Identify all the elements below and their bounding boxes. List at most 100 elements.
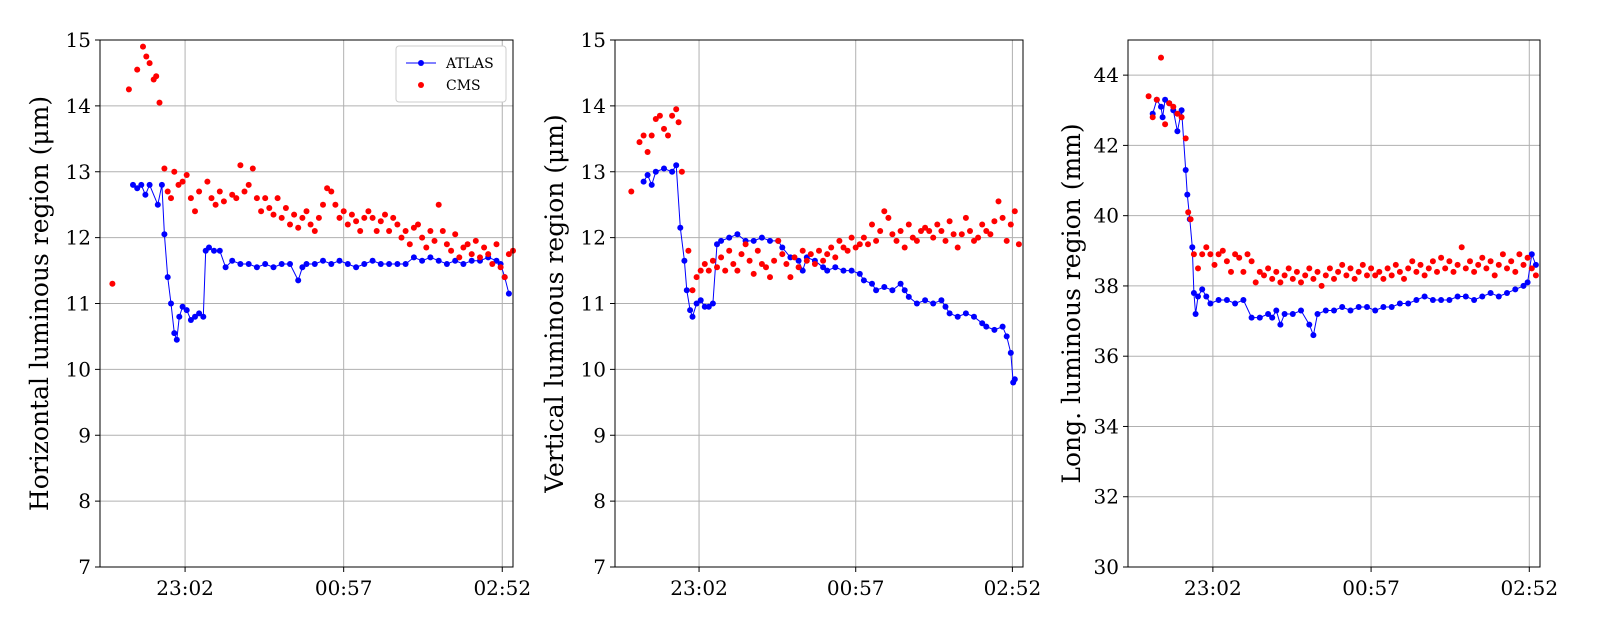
data-point-cms bbox=[1479, 254, 1486, 261]
data-point-atlas bbox=[386, 261, 393, 267]
data-point-cms bbox=[926, 228, 933, 234]
data-point-cms bbox=[1438, 254, 1445, 261]
data-point-cms bbox=[125, 86, 132, 93]
data-point-atlas bbox=[168, 300, 174, 307]
data-point-cms bbox=[1524, 254, 1531, 261]
data-point-cms bbox=[1388, 272, 1395, 279]
data-point-atlas bbox=[905, 293, 912, 300]
data-point-cms bbox=[1170, 103, 1177, 110]
data-point-cms bbox=[918, 228, 924, 234]
data-point-cms bbox=[1471, 268, 1478, 275]
data-point-atlas bbox=[1388, 304, 1395, 310]
data-point-atlas bbox=[705, 303, 712, 310]
data-point-atlas bbox=[142, 191, 149, 198]
data-point-atlas bbox=[979, 320, 986, 327]
plot-frame bbox=[1127, 39, 1541, 568]
data-point-cms bbox=[934, 221, 941, 228]
data-point-atlas bbox=[971, 313, 977, 320]
data-point-atlas bbox=[1240, 297, 1247, 303]
data-point-atlas bbox=[336, 257, 343, 264]
data-point-cms bbox=[493, 241, 500, 248]
data-point-cms bbox=[1446, 258, 1453, 265]
data-point-atlas bbox=[262, 261, 269, 267]
y-tick-label: 9 bbox=[78, 423, 91, 447]
data-point-atlas bbox=[848, 267, 855, 274]
data-point-cms bbox=[1417, 261, 1424, 268]
data-point-cms bbox=[196, 188, 203, 195]
data-point-cms bbox=[1401, 275, 1407, 282]
data-point-atlas bbox=[287, 261, 293, 267]
data-point-atlas bbox=[1471, 297, 1478, 303]
data-point-atlas bbox=[1277, 321, 1284, 328]
data-point-cms bbox=[237, 162, 244, 169]
data-point-cms bbox=[1396, 268, 1403, 275]
data-point-atlas bbox=[187, 317, 194, 323]
data-point-atlas bbox=[435, 257, 442, 264]
data-point-atlas bbox=[881, 284, 888, 290]
data-point-cms bbox=[824, 251, 831, 258]
data-point-cms bbox=[233, 195, 240, 202]
x-tick-label: 23:02 bbox=[156, 576, 214, 600]
data-point-atlas bbox=[1372, 307, 1379, 314]
data-point-cms bbox=[669, 112, 676, 119]
data-point-cms bbox=[262, 195, 269, 202]
data-point-cms bbox=[373, 228, 380, 234]
data-point-cms bbox=[889, 231, 896, 238]
data-point-atlas bbox=[962, 310, 969, 317]
data-point-cms bbox=[282, 205, 289, 211]
data-point-cms bbox=[1483, 265, 1490, 272]
data-point-cms bbox=[1211, 261, 1218, 268]
data-point-atlas bbox=[1479, 293, 1486, 300]
data-point-cms bbox=[369, 214, 376, 221]
data-point-cms bbox=[468, 251, 475, 258]
data-point-cms bbox=[975, 234, 982, 241]
data-point-cms bbox=[1532, 272, 1539, 279]
data-point-atlas bbox=[779, 244, 786, 251]
y-axis-label: Long. luminous region (mm) bbox=[1057, 123, 1086, 483]
data-point-cms bbox=[365, 208, 372, 215]
data-point-cms bbox=[266, 205, 273, 211]
data-point-cms bbox=[241, 188, 248, 195]
data-point-atlas bbox=[1265, 311, 1272, 317]
data-point-cms bbox=[758, 261, 765, 267]
data-point-cms bbox=[763, 264, 769, 271]
data-point-atlas bbox=[983, 323, 990, 330]
data-point-atlas bbox=[1223, 297, 1230, 303]
data-point-atlas bbox=[419, 257, 426, 264]
data-point-atlas bbox=[1347, 307, 1354, 314]
data-point-atlas bbox=[1512, 286, 1519, 293]
data-point-atlas bbox=[130, 181, 136, 188]
data-point-cms bbox=[1376, 268, 1383, 275]
data-point-cms bbox=[644, 149, 651, 155]
data-point-atlas bbox=[693, 300, 700, 307]
data-point-cms bbox=[394, 221, 401, 228]
data-point-cms bbox=[501, 274, 508, 281]
data-point-cms bbox=[840, 244, 847, 251]
data-point-cms bbox=[382, 211, 388, 218]
data-point-atlas bbox=[493, 257, 500, 264]
data-point-cms bbox=[164, 188, 171, 195]
data-point-cms bbox=[332, 201, 339, 208]
data-point-atlas bbox=[1159, 114, 1166, 121]
data-point-cms bbox=[406, 241, 413, 248]
data-point-cms bbox=[1504, 265, 1510, 272]
data-point-atlas bbox=[677, 224, 684, 231]
data-point-cms bbox=[303, 208, 310, 215]
data-point-cms bbox=[146, 60, 153, 67]
data-point-cms bbox=[905, 221, 912, 228]
data-point-cms bbox=[390, 214, 397, 221]
data-point-cms bbox=[1015, 241, 1022, 248]
y-tick-label: 38 bbox=[1094, 274, 1119, 298]
data-point-cms bbox=[1528, 265, 1535, 272]
y-tick-label: 12 bbox=[581, 226, 606, 250]
data-point-atlas bbox=[644, 172, 651, 178]
data-point-atlas bbox=[889, 287, 896, 294]
data-point-cms bbox=[443, 241, 450, 248]
data-point-atlas bbox=[164, 274, 171, 281]
data-point-cms bbox=[320, 201, 326, 208]
x-tick-label: 23:02 bbox=[670, 576, 728, 600]
data-point-cms bbox=[1285, 265, 1292, 272]
data-point-atlas bbox=[229, 257, 236, 264]
data-point-cms bbox=[1429, 258, 1436, 265]
y-tick-label: 34 bbox=[1094, 414, 1119, 438]
